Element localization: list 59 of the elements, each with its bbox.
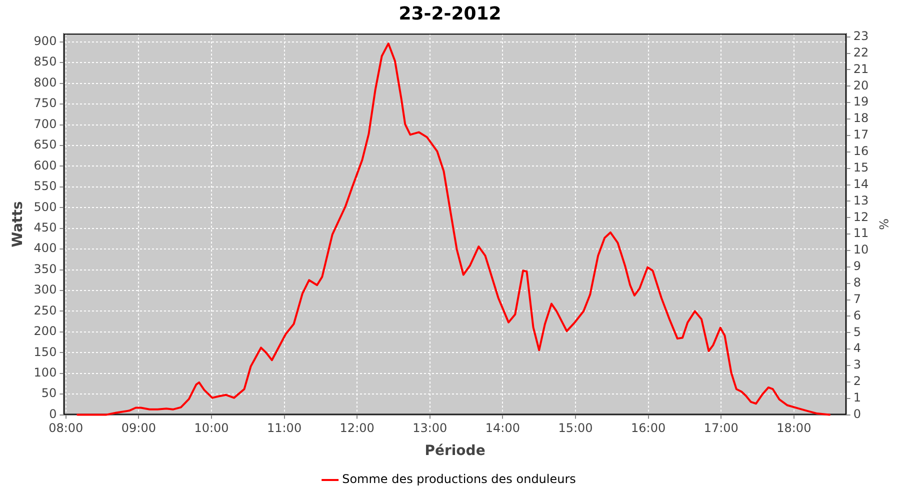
y-tick-label: 800 bbox=[34, 75, 57, 90]
y2-tick-label: 21 bbox=[853, 62, 869, 76]
y2-axis-title: % bbox=[876, 218, 891, 230]
y2-tick-label: 9 bbox=[853, 259, 861, 274]
x-tick-label: 17:00 bbox=[704, 421, 738, 436]
y-tick-label: 250 bbox=[34, 303, 57, 318]
y-tick-label: 0 bbox=[49, 406, 57, 421]
x-tick-label: 10:00 bbox=[194, 421, 229, 436]
y2-tick-label: 23 bbox=[853, 29, 869, 44]
y-tick-label: 450 bbox=[34, 220, 57, 234]
y-tick-label: 100 bbox=[34, 365, 57, 380]
x-tick-label: 08:00 bbox=[48, 421, 84, 436]
y-tick-label: 900 bbox=[34, 34, 57, 48]
y2-tick-label: 4 bbox=[853, 341, 861, 356]
y2-tick-label: 0 bbox=[853, 406, 861, 421]
y2-tick-label: 20 bbox=[853, 78, 869, 92]
y2-tick-label: 22 bbox=[853, 45, 869, 60]
y2-tick-label: 11 bbox=[853, 226, 869, 240]
y2-tick-label: 6 bbox=[853, 308, 861, 322]
y-tick-label: 550 bbox=[34, 179, 57, 194]
x-tick-label: 12:00 bbox=[340, 421, 374, 436]
y-tick-label: 400 bbox=[34, 241, 57, 256]
y2-tick-label: 10 bbox=[853, 242, 869, 257]
y2-tick-label: 16 bbox=[853, 144, 869, 158]
y2-tick-label: 15 bbox=[853, 160, 869, 174]
y-tick-label: 150 bbox=[34, 344, 57, 359]
y2-tick-label: 14 bbox=[853, 176, 869, 191]
y-tick-label: 700 bbox=[34, 116, 57, 131]
y2-tick-label: 3 bbox=[853, 358, 861, 372]
y-tick-label: 300 bbox=[34, 282, 57, 297]
x-axis-title: Période bbox=[424, 443, 486, 460]
y2-tick-label: 18 bbox=[853, 111, 869, 126]
y2-tick-label: 13 bbox=[853, 193, 869, 208]
x-tick-label: 15:00 bbox=[558, 421, 593, 436]
x-tick-label: 14:00 bbox=[485, 421, 520, 436]
y-tick-label: 600 bbox=[34, 158, 57, 172]
y2-tick-label: 8 bbox=[853, 275, 861, 290]
y-axis-title: Watts bbox=[10, 201, 26, 248]
y2-tick-label: 7 bbox=[853, 292, 861, 306]
y-tick-label: 200 bbox=[34, 324, 57, 338]
x-tick-label: 13:00 bbox=[412, 421, 448, 436]
y2-tick-label: 19 bbox=[853, 94, 869, 109]
y-tick-label: 500 bbox=[34, 200, 57, 214]
y-tick-label: 350 bbox=[34, 262, 57, 276]
x-tick-label: 18:00 bbox=[776, 421, 812, 436]
x-tick-label: 16:00 bbox=[631, 421, 666, 436]
x-tick-label: 11:00 bbox=[267, 421, 302, 436]
y2-tick-label: 12 bbox=[853, 210, 869, 224]
y2-tick-label: 1 bbox=[853, 390, 861, 404]
x-tick-label: 09:00 bbox=[121, 421, 156, 436]
chart-title: 23-2-2012 bbox=[398, 3, 502, 24]
y-tick-label: 850 bbox=[34, 54, 57, 69]
y2-tick-label: 2 bbox=[853, 374, 861, 388]
y2-tick-label: 17 bbox=[853, 128, 869, 142]
y-tick-label: 750 bbox=[34, 96, 57, 110]
legend-label: Somme des productions des onduleurs bbox=[342, 472, 576, 486]
y-tick-label: 650 bbox=[34, 138, 57, 152]
y-tick-label: 50 bbox=[41, 386, 57, 400]
y2-tick-label: 5 bbox=[853, 324, 861, 339]
